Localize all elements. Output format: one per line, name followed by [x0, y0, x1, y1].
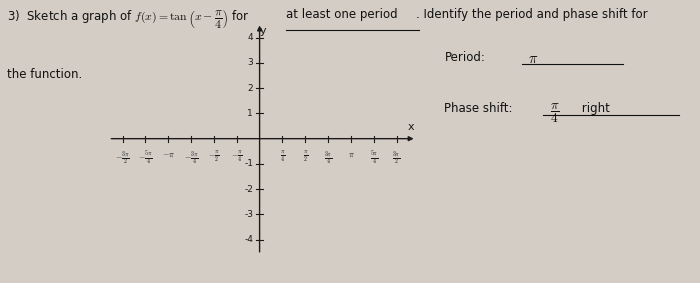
Text: -4: -4	[244, 235, 253, 244]
Text: $\pi$: $\pi$	[528, 51, 539, 66]
Text: $-\frac{\pi}{2}$: $-\frac{\pi}{2}$	[208, 150, 220, 164]
Text: Period:: Period:	[444, 51, 485, 64]
Text: $-\frac{5\pi}{4}$: $-\frac{5\pi}{4}$	[138, 150, 153, 166]
Text: y: y	[260, 26, 267, 37]
Text: 1: 1	[248, 109, 253, 118]
Text: -3: -3	[244, 210, 253, 219]
Text: Phase shift:: Phase shift:	[444, 102, 513, 115]
Text: $-\frac{3\pi}{4}$: $-\frac{3\pi}{4}$	[183, 150, 199, 167]
Text: -1: -1	[244, 159, 253, 168]
Text: 3: 3	[248, 59, 253, 68]
Text: $\frac{3\pi}{2}$: $\frac{3\pi}{2}$	[393, 150, 400, 167]
Text: -2: -2	[244, 185, 253, 194]
Text: $-\frac{3\pi}{2}$: $-\frac{3\pi}{2}$	[116, 150, 130, 167]
Text: $\pi$: $\pi$	[347, 150, 354, 159]
Text: . Identify the period and phase shift for: . Identify the period and phase shift fo…	[416, 8, 648, 22]
Text: right: right	[578, 102, 610, 115]
Text: x: x	[407, 122, 414, 132]
Text: $\frac{\pi}{4}$: $\frac{\pi}{4}$	[280, 150, 285, 164]
Text: $\frac{\pi}{2}$: $\frac{\pi}{2}$	[302, 150, 308, 164]
Text: $\dfrac{\pi}{4}$: $\dfrac{\pi}{4}$	[550, 102, 559, 125]
Text: $\frac{5\pi}{4}$: $\frac{5\pi}{4}$	[370, 150, 378, 166]
Text: the function.: the function.	[7, 68, 83, 81]
Text: 3)  Sketch a graph of $f(x) = \tan\left(x - \dfrac{\pi}{4}\right)$ for: 3) Sketch a graph of $f(x) = \tan\left(x…	[7, 8, 250, 31]
Text: $\frac{3\pi}{4}$: $\frac{3\pi}{4}$	[324, 150, 332, 167]
Text: at least one period: at least one period	[286, 8, 397, 22]
Text: 2: 2	[248, 84, 253, 93]
Text: $-\pi$: $-\pi$	[162, 150, 175, 159]
Text: 4: 4	[248, 33, 253, 42]
Text: $-\frac{\pi}{4}$: $-\frac{\pi}{4}$	[231, 150, 243, 164]
